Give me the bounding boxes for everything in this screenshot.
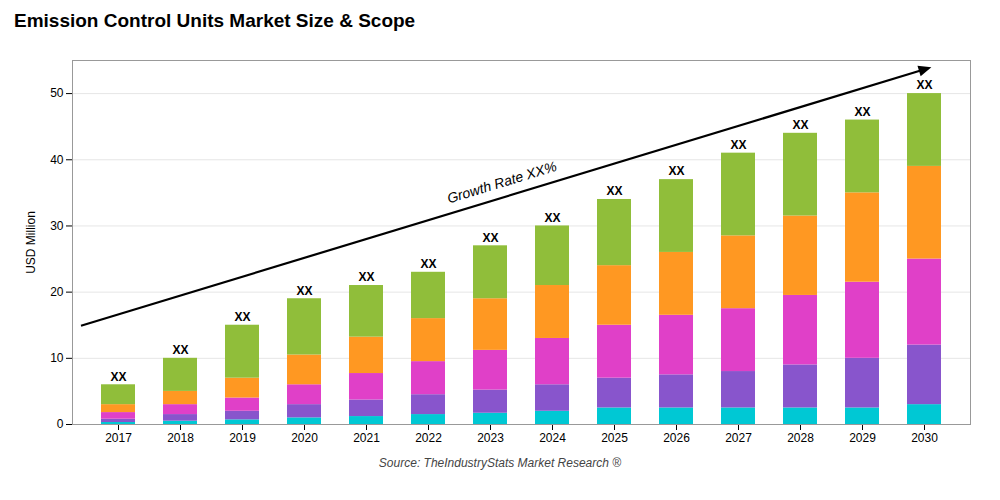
svg-text:XX: XX bbox=[420, 257, 436, 271]
html-text:Emission Control Units Market: Emission Control Units Market Size & Sco… bbox=[14, 10, 416, 31]
svg-text:XX: XX bbox=[916, 78, 932, 92]
svg-text:Growth Rate XX%: Growth Rate XX% bbox=[445, 158, 558, 206]
svg-text:50: 50 bbox=[50, 86, 64, 100]
svg-text:2030: 2030 bbox=[911, 431, 938, 445]
svg-text:XX: XX bbox=[110, 370, 126, 384]
svg-text:XX: XX bbox=[234, 310, 250, 324]
svg-text:XX: XX bbox=[792, 118, 808, 132]
svg-text:2019: 2019 bbox=[229, 431, 256, 445]
svg-text:2017: 2017 bbox=[105, 431, 132, 445]
svg-text:2018: 2018 bbox=[167, 431, 194, 445]
svg-text:XX: XX bbox=[358, 270, 374, 284]
svg-text:2023: 2023 bbox=[477, 431, 504, 445]
svg-text:2022: 2022 bbox=[415, 431, 442, 445]
svg-text:40: 40 bbox=[50, 153, 64, 167]
svg-text:2021: 2021 bbox=[353, 431, 380, 445]
svg-text:2028: 2028 bbox=[787, 431, 814, 445]
svg-text:2029: 2029 bbox=[849, 431, 876, 445]
svg-text:XX: XX bbox=[730, 138, 746, 152]
svg-text:2020: 2020 bbox=[291, 431, 318, 445]
svg-text:XX: XX bbox=[854, 105, 870, 119]
svg-text:XX: XX bbox=[544, 211, 560, 225]
svg-text:2027: 2027 bbox=[725, 431, 752, 445]
svg-text:30: 30 bbox=[50, 219, 64, 233]
svg-text:XX: XX bbox=[606, 184, 622, 198]
svg-text:2024: 2024 bbox=[539, 431, 566, 445]
svg-text:20: 20 bbox=[50, 285, 64, 299]
html-text:Source: TheIndustryStats Marke: Source: TheIndustryStats Market Research… bbox=[378, 456, 622, 470]
svg-text:2026: 2026 bbox=[663, 431, 690, 445]
svg-text:XX: XX bbox=[172, 343, 188, 357]
svg-text:XX: XX bbox=[668, 164, 684, 178]
svg-text:0: 0 bbox=[57, 417, 64, 431]
svg-text:XX: XX bbox=[482, 231, 498, 245]
svg-text:XX: XX bbox=[296, 284, 312, 298]
svg-text:USD Million: USD Million bbox=[24, 211, 38, 274]
svg-text:10: 10 bbox=[50, 351, 64, 365]
svg-text:2025: 2025 bbox=[601, 431, 628, 445]
